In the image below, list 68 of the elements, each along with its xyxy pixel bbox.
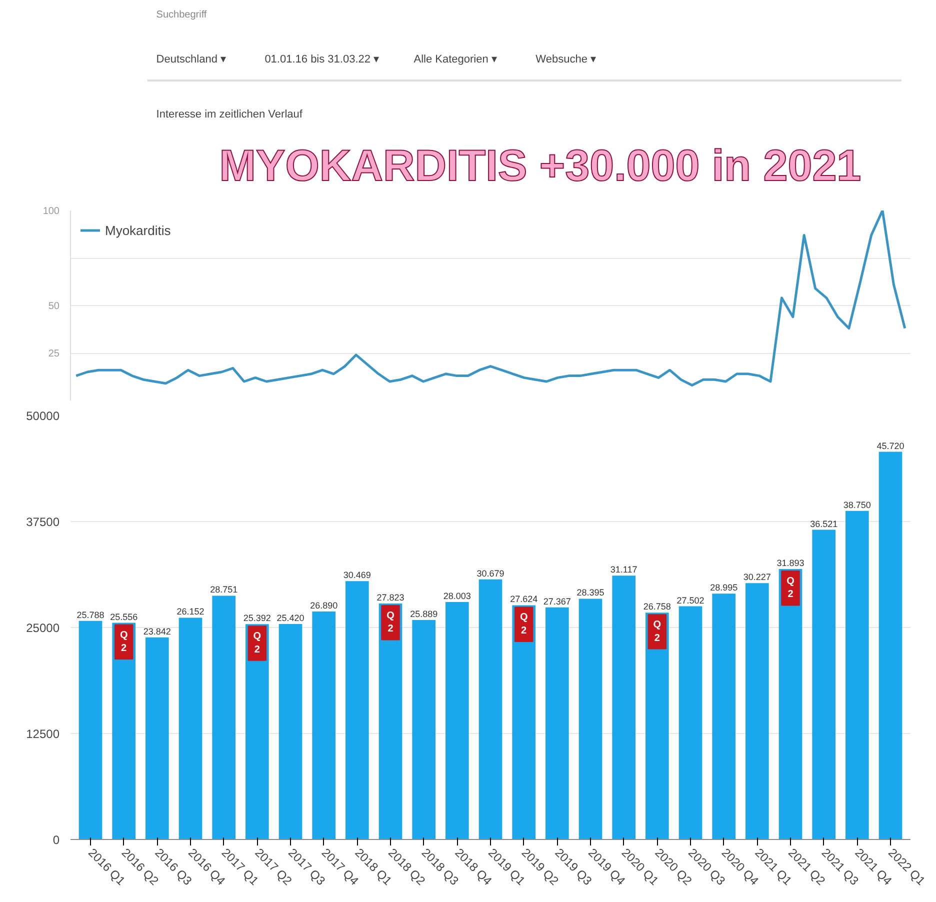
bar [478, 579, 502, 840]
data-label: 25.889 [410, 608, 438, 619]
y-tick-label: 50 [48, 301, 60, 312]
bar [146, 637, 169, 840]
bar [278, 624, 302, 840]
bar [212, 596, 236, 840]
line-series [74, 210, 906, 387]
data-label: 45.720 [876, 440, 904, 451]
bar [612, 576, 636, 840]
data-label: 28.995 [710, 582, 738, 593]
text: Suchbegriff [156, 10, 207, 20]
y-tick-label: 25000 [26, 621, 60, 635]
text: Alle Kategorien ▾ [414, 54, 498, 66]
data-label: 30.227 [743, 572, 771, 582]
y-tick-label: 100 [42, 206, 60, 217]
text: Interesse im zeitlichen Verlauf [156, 108, 304, 120]
bar [178, 618, 202, 840]
bar [712, 594, 736, 840]
bar [578, 598, 602, 840]
data-label: 27.823 [376, 592, 404, 603]
annotation: Q2 [386, 610, 395, 635]
annotation: Q2 [653, 620, 662, 644]
annotation: Q2 [253, 631, 262, 656]
data-label: 30.469 [343, 570, 371, 580]
bar [778, 569, 802, 840]
data-label: 26.758 [643, 602, 671, 612]
data-label: 28.395 [576, 588, 604, 598]
text: 01.01.16 bis 31.03.22 ▾ [264, 54, 380, 66]
data-label: 27.367 [543, 596, 571, 606]
data-label: 28.003 [443, 591, 471, 602]
data-label: 28.751 [210, 584, 238, 595]
data-label: 27.624 [510, 594, 538, 604]
bar [746, 583, 769, 840]
data-label: 26.152 [176, 606, 204, 617]
bar [846, 510, 869, 840]
bar [678, 606, 702, 840]
data-label: 27.502 [676, 595, 704, 606]
data-label: 31.117 [610, 564, 638, 575]
data-label: 25.556 [110, 612, 138, 622]
y-tick-label: 0 [52, 833, 60, 847]
y-tick-label: 37500 [26, 515, 60, 529]
data-label: 23.842 [143, 626, 171, 636]
bar [312, 611, 336, 840]
bar [78, 620, 102, 840]
data-label: 25.392 [243, 613, 271, 624]
bar [812, 530, 836, 840]
data-label: 31.893 [776, 558, 804, 568]
bar [446, 602, 469, 840]
bar [878, 452, 902, 840]
data-label: 36.521 [810, 518, 838, 529]
text: Websuche ▾ [536, 54, 596, 66]
y-tick-label: 12500 [26, 727, 60, 741]
annotation: Q2 [786, 576, 795, 600]
data-label: 25.788 [76, 610, 104, 620]
annotation: Q2 [520, 612, 528, 636]
bar [546, 607, 569, 840]
text: Deutschland ▾ [156, 54, 227, 66]
chart-title: MYOKARDITIS +30.000 in 2021 [219, 142, 862, 190]
data-label: 38.750 [843, 500, 871, 510]
bar [346, 581, 369, 840]
y-tick-label: 25 [48, 348, 60, 360]
data-label: 25.420 [276, 612, 304, 623]
legend-label: Myokarditis [105, 222, 171, 238]
y-tick-label: 50000 [26, 409, 60, 423]
bar [412, 620, 436, 840]
annotation: Q2 [120, 630, 128, 654]
data-label: 30.679 [476, 568, 504, 578]
data-label: 26.890 [310, 600, 338, 610]
